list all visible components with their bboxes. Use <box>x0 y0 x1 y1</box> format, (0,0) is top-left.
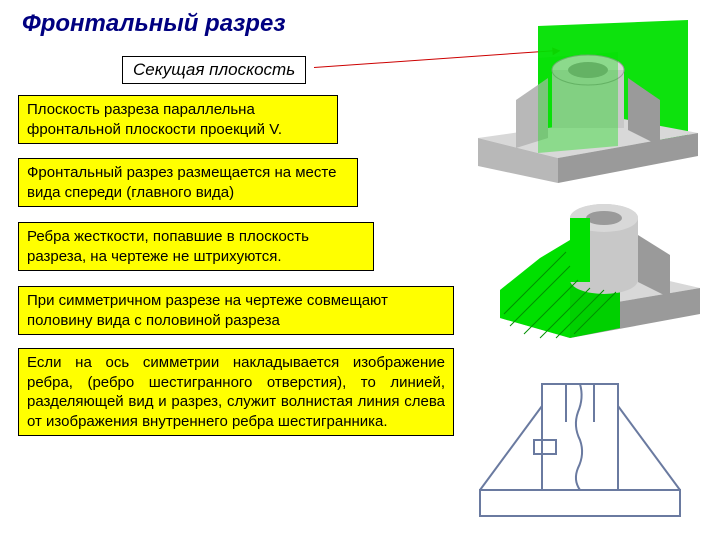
page-title: Фронтальный разрез <box>22 10 286 38</box>
figure-bottom-orthographic <box>470 362 700 532</box>
box-parallel: Плоскость разреза параллельна фронтально… <box>18 95 338 144</box>
box-symmetric: При симметричном разрезе на чертеже совм… <box>18 286 454 335</box>
box-placement: Фронтальный разрез размещается на месте … <box>18 158 358 207</box>
box-ribs: Ребра жесткости, попавшие в плоскость ра… <box>18 222 374 271</box>
box-hexagon: Если на ось симметрии накладывается изоб… <box>18 348 454 436</box>
figure-middle-section <box>470 180 710 355</box>
figure-top-isometric <box>438 18 708 188</box>
callout-cutting-plane: Секущая плоскость <box>122 56 306 84</box>
